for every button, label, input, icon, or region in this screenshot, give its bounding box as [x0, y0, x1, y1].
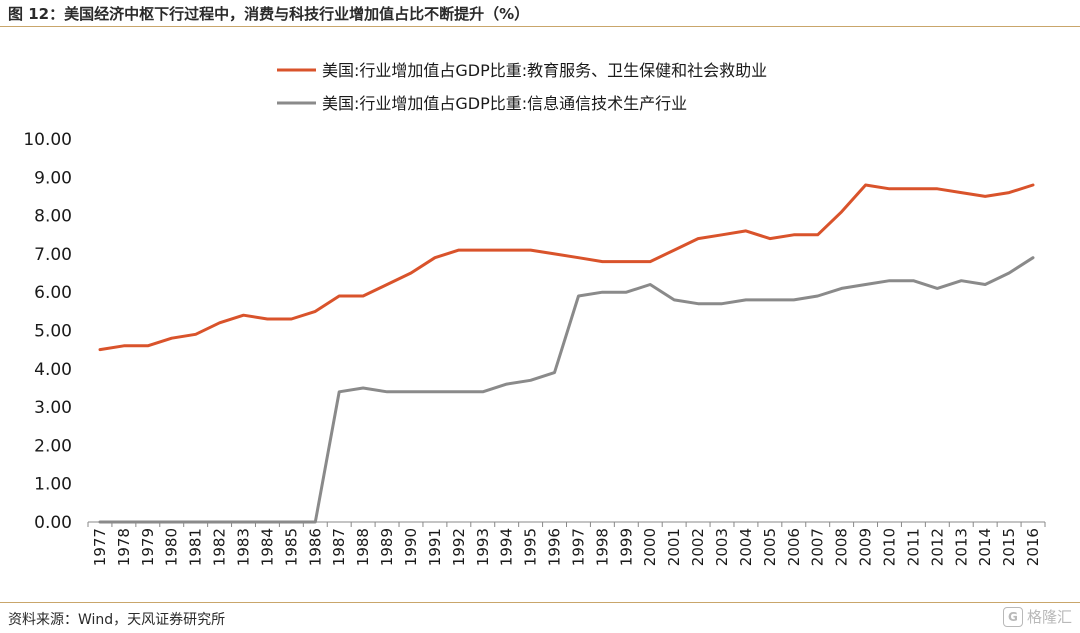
x-tick-label: 1980 — [163, 528, 181, 566]
x-tick-label: 2000 — [641, 528, 659, 566]
x-tick-label: 2011 — [904, 528, 922, 566]
x-tick-label: 1994 — [498, 528, 516, 566]
x-tick-label: 2014 — [976, 528, 994, 566]
x-tick-label: 1982 — [211, 528, 229, 566]
source-note: 资料来源：Wind，天风证券研究所 — [8, 612, 226, 628]
x-tick-label: 2006 — [785, 528, 803, 566]
x-tick-label: 1984 — [258, 528, 276, 566]
x-tick-label: 1996 — [546, 528, 564, 566]
x-tick-label: 2015 — [1000, 528, 1018, 566]
x-tick-label: 2008 — [833, 528, 851, 566]
y-tick-label: 4.00 — [34, 360, 72, 380]
x-tick-label: 1988 — [354, 528, 372, 566]
x-tick-label: 1997 — [569, 528, 587, 566]
x-tick-label: 1977 — [91, 528, 109, 566]
watermark-text: 格隆汇 — [1026, 608, 1072, 626]
y-tick-label: 2.00 — [34, 436, 72, 456]
y-tick-label: 10.00 — [23, 130, 72, 150]
x-tick-label: 1990 — [402, 528, 420, 566]
legend-label-2: 美国:行业增加值占GDP比重:信息通信技术生产行业 — [322, 94, 687, 113]
x-tick-label: 1983 — [235, 528, 253, 566]
x-tick-label: 2012 — [928, 528, 946, 566]
y-tick-label: 1.00 — [34, 475, 72, 495]
x-tick-label: 1993 — [474, 528, 492, 566]
y-tick-label: 5.00 — [34, 322, 72, 342]
y-tick-label: 6.00 — [34, 283, 72, 303]
x-tick-label: 2003 — [713, 528, 731, 566]
x-tick-label: 1998 — [593, 528, 611, 566]
y-tick-label: 8.00 — [34, 207, 72, 227]
chart-legend: 美国:行业增加值占GDP比重:教育服务、卫生保健和社会救助业美国:行业增加值占G… — [277, 61, 767, 113]
x-tick-label: 2001 — [665, 528, 683, 566]
x-axis: 1977 1978 1979 1980 1981 1982 1983 1984 1985 1986… — [87, 521, 1046, 566]
x-tick-label: 2009 — [857, 528, 875, 566]
y-tick-label: 9.00 — [34, 168, 72, 188]
x-tick-label: 2016 — [1024, 528, 1042, 566]
y-tick-label: 3.00 — [34, 398, 72, 418]
x-tick-label: 1992 — [450, 528, 468, 566]
x-tick-label: 1986 — [306, 528, 324, 566]
top-rule — [0, 26, 1080, 27]
x-tick-label: 1987 — [330, 528, 348, 566]
x-tick-label: 2013 — [952, 528, 970, 566]
watermark: G 格隆汇 — [1002, 606, 1072, 627]
legend-label-1: 美国:行业增加值占GDP比重:教育服务、卫生保健和社会救助业 — [322, 61, 767, 80]
y-tick-label: 7.00 — [34, 245, 72, 265]
x-tick-label: 1985 — [282, 528, 300, 566]
series-line-1 — [98, 183, 1035, 352]
x-tick-label: 1991 — [426, 528, 444, 566]
x-tick-label: 2002 — [689, 528, 707, 566]
x-tick-label: 2004 — [737, 528, 755, 566]
x-tick-label: 2005 — [761, 528, 779, 566]
x-tick-label: 1978 — [115, 528, 133, 566]
watermark-logo-icon: G — [1002, 606, 1023, 627]
x-tick-label: 1989 — [378, 528, 396, 566]
y-tick-label: 0.00 — [34, 513, 72, 533]
line-chart: 美国:行业增加值占GDP比重:教育服务、卫生保健和社会救助业美国:行业增加值占G… — [23, 61, 1046, 566]
series-lines — [98, 183, 1035, 524]
x-tick-label: 1999 — [617, 528, 635, 566]
x-tick-label: 1979 — [139, 528, 157, 566]
y-axis: 0.00 1.00 2.00 3.00 4.00 5.00 6.00 7.00 8.00 9.00… — [23, 130, 72, 533]
x-tick-label: 2007 — [809, 528, 827, 566]
figure-title: 图 12：美国经济中枢下行过程中，消费与科技行业增加值占比不断提升（%） — [8, 5, 530, 23]
x-tick-label: 2010 — [880, 528, 898, 566]
x-tick-label: 1981 — [187, 528, 205, 566]
bottom-rule — [0, 602, 1080, 603]
series-line-2 — [98, 256, 1035, 524]
x-tick-label: 1995 — [522, 528, 540, 566]
